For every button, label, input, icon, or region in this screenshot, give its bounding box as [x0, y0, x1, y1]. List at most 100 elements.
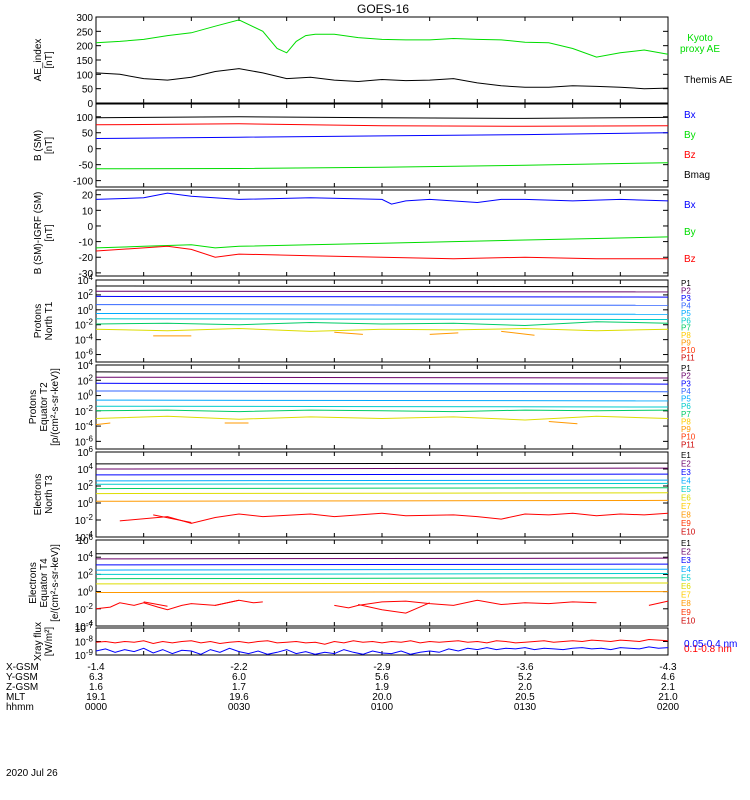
chart-title: GOES-16 — [357, 2, 409, 16]
legend-label: P5 — [681, 309, 691, 318]
series-line-p9a — [95, 422, 111, 426]
legend-label: P10 — [681, 433, 696, 442]
series-line-p6 — [95, 405, 669, 408]
y-tick-label: 10-4 — [75, 333, 94, 347]
series-line-by — [95, 236, 669, 249]
y-tick-label: 102 — [77, 373, 93, 387]
time-axis-value: 2.1 — [661, 682, 675, 693]
time-axis-row-label: hhmm — [6, 702, 34, 713]
time-axis-value: 5.2 — [518, 672, 532, 683]
legend-label: P11 — [681, 354, 695, 363]
series-line-p3 — [95, 295, 669, 298]
legend-label: E6 — [681, 582, 691, 591]
legend-label: P3 — [681, 379, 691, 388]
time-axis-value: 20.5 — [515, 692, 535, 703]
series-line-p5 — [95, 313, 669, 315]
series-line-e1 — [95, 462, 669, 465]
time-axis-value: -3.6 — [516, 662, 534, 673]
y-tick-label: -100 — [73, 177, 93, 188]
series-line-p6 — [95, 318, 669, 320]
series-line-e10b — [215, 599, 240, 606]
panel-frame — [95, 16, 669, 104]
time-axis-row-label: Y-GSM — [6, 672, 38, 683]
y-axis-label: Xray flux — [33, 622, 44, 661]
y-axis-label: North T3 — [44, 475, 55, 514]
y-tick-label: 100 — [77, 496, 93, 510]
legend-label: 0.1-0.8 nm — [684, 644, 732, 655]
series-line-e4 — [95, 479, 669, 482]
series-line-e8 — [95, 499, 669, 502]
legend-label: By — [684, 227, 696, 238]
series-line-0-1-0-8-nm — [95, 638, 669, 645]
y-tick-label: 10-2 — [75, 404, 94, 418]
series-line-e2 — [95, 557, 669, 560]
legend-label: By — [684, 130, 696, 141]
y-axis-label: [W/m²] — [44, 627, 55, 657]
series-line-e10d — [648, 600, 669, 606]
y-axis-label: Equator T4 — [39, 558, 50, 608]
series-line-p7 — [95, 321, 669, 327]
series-line-e10 — [153, 514, 192, 523]
legend-label: P1 — [681, 279, 691, 288]
panel-e2: 106 104 102 100 10-2 10-4 Electrons Equator T4[… — [28, 533, 696, 633]
series-line-p5 — [95, 399, 669, 402]
time-axis-value: 6.0 — [232, 672, 246, 683]
series-line-e8 — [95, 591, 669, 593]
series-line-e9b — [334, 599, 597, 609]
panel-frame — [95, 189, 669, 277]
panel-bsm: -100 -50 0 50 100 B (SM) [nT] Bx By Bz Bmag — [33, 103, 710, 188]
time-axis-value: 0200 — [657, 702, 680, 713]
series-line-p9b — [334, 331, 363, 335]
time-axis-value: 0030 — [228, 702, 251, 713]
legend-label: E10 — [681, 616, 696, 625]
y-axis-label: [nT] — [44, 224, 55, 241]
series-line-themis-ae — [95, 68, 669, 90]
legend-label: E9 — [681, 608, 691, 617]
y-axis-label: Electrons — [33, 474, 44, 516]
y-tick-label: 50 — [82, 85, 94, 96]
y-axis-label: B (SM)-IGRF (SM) — [33, 192, 44, 275]
series-line-p8 — [95, 415, 669, 421]
y-tick-label: 300 — [76, 13, 93, 24]
legend-label: Bx — [684, 110, 696, 121]
time-axis-value: 1.6 — [89, 682, 103, 693]
legend-label: P2 — [681, 286, 691, 295]
panel-xray: 10-710-810-9 Xray flux [W/m²] 0.1-0.8 nm0.0… — [33, 621, 737, 662]
series-line-bmag — [95, 116, 669, 119]
time-axis-value: 19.6 — [229, 692, 249, 703]
panel-ae: 0 50 100 150 200 250 300 AE_index [nT] Kyotoproxy… — [33, 13, 733, 110]
series-line-e3 — [95, 563, 669, 566]
time-axis-value: 6.3 — [89, 672, 103, 683]
time-axis-row-label: X-GSM — [6, 662, 39, 673]
legend-label: P9 — [681, 425, 691, 434]
legend-label: P9 — [681, 339, 691, 348]
legend-label: Bx — [684, 200, 696, 211]
y-axis-label: Protons — [33, 304, 44, 338]
series-line-p1 — [95, 285, 669, 288]
y-tick-label: 10-6 — [75, 348, 94, 362]
time-axis-row-label: MLT — [6, 692, 25, 703]
y-tick-label: 0 — [87, 222, 93, 233]
legend-label: E7 — [681, 502, 691, 511]
series-line-p9d — [501, 330, 535, 336]
y-tick-label: 10-4 — [75, 619, 94, 633]
time-axis-value: 0000 — [85, 702, 108, 713]
series-line-e3 — [95, 473, 669, 476]
panel-frame — [95, 279, 669, 363]
series-line-e5 — [95, 573, 669, 575]
y-axis-label: [nT] — [44, 137, 55, 154]
legend-label: P6 — [681, 402, 691, 411]
series-line-0-05-0-4-nm — [95, 646, 669, 655]
y-tick-label: 102 — [77, 479, 93, 493]
legend-label: E7 — [681, 591, 691, 600]
time-axis-value: -2.2 — [230, 662, 248, 673]
legend-label: P4 — [681, 387, 691, 396]
series-line-e10c — [358, 602, 430, 614]
legend-label: E1 — [681, 451, 691, 460]
legend-label: E2 — [681, 460, 691, 469]
y-axis-label: AE_index — [33, 39, 44, 82]
